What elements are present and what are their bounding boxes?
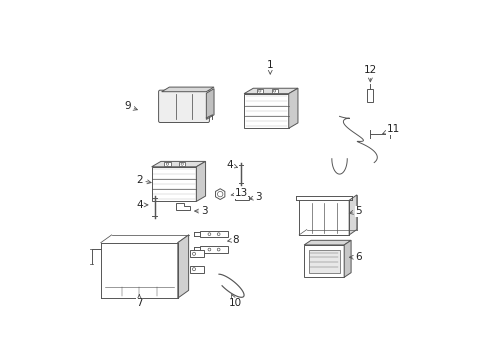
Text: 8: 8 — [227, 235, 239, 244]
Text: 4: 4 — [136, 200, 148, 210]
Bar — [308, 249, 339, 273]
Text: 1: 1 — [266, 60, 273, 74]
Text: 11: 11 — [382, 125, 399, 134]
Bar — [200, 247, 227, 253]
Polygon shape — [206, 89, 214, 120]
Polygon shape — [348, 195, 356, 235]
Polygon shape — [288, 88, 297, 128]
Polygon shape — [234, 193, 248, 200]
Bar — [190, 250, 203, 257]
FancyBboxPatch shape — [158, 90, 209, 122]
Text: 3: 3 — [249, 192, 262, 202]
Polygon shape — [178, 235, 188, 298]
Text: 2: 2 — [136, 175, 151, 185]
Polygon shape — [176, 203, 190, 210]
Text: 3: 3 — [194, 206, 208, 216]
Text: 4: 4 — [226, 160, 237, 170]
Polygon shape — [215, 189, 224, 199]
Polygon shape — [304, 240, 350, 245]
Polygon shape — [151, 161, 205, 167]
Text: 6: 6 — [349, 252, 362, 262]
Bar — [244, 94, 288, 128]
Text: 7: 7 — [136, 295, 142, 309]
Text: 9: 9 — [124, 101, 137, 111]
Bar — [179, 162, 185, 166]
Polygon shape — [344, 240, 350, 277]
Text: 12: 12 — [363, 65, 376, 82]
Bar — [164, 162, 170, 166]
Bar — [366, 89, 373, 102]
Bar — [304, 245, 344, 277]
Bar — [200, 231, 227, 237]
Text: 5: 5 — [348, 206, 362, 216]
Polygon shape — [162, 87, 214, 92]
Polygon shape — [244, 88, 297, 94]
Polygon shape — [196, 161, 205, 202]
Bar — [271, 89, 277, 93]
Text: 10: 10 — [228, 294, 242, 309]
Bar — [151, 167, 196, 202]
Bar — [256, 89, 263, 93]
Text: 13: 13 — [230, 188, 247, 198]
Bar — [190, 266, 203, 273]
